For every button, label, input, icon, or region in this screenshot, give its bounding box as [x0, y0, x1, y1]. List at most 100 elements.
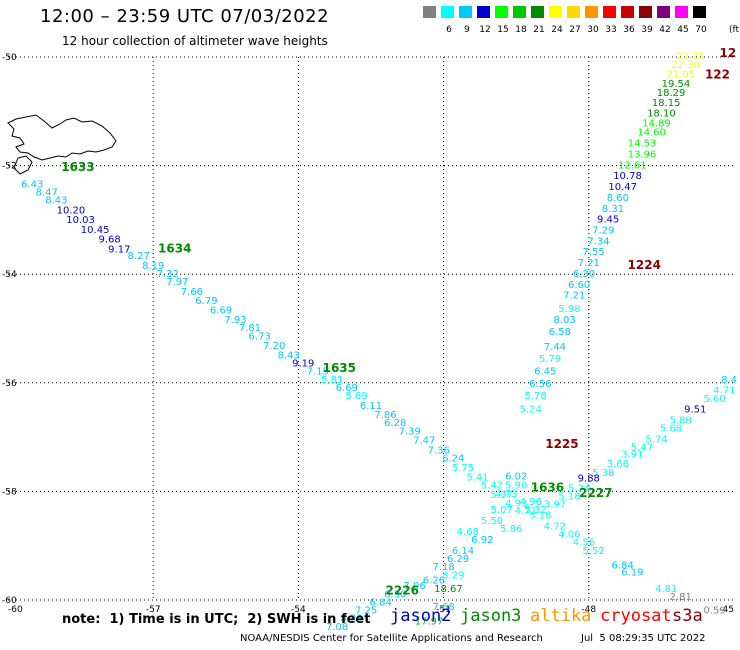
scale-tick-label: 45	[677, 25, 689, 35]
wave-height-label: 7.21	[563, 291, 585, 302]
falkland-islands-coastline	[7, 114, 117, 161]
wave-height-label: 6.29	[447, 554, 469, 565]
page-subtitle: 12 hour collection of altimeter wave hei…	[62, 34, 328, 48]
wave-height-label: 10.03	[66, 215, 95, 226]
pass-time-label: 122	[705, 68, 730, 82]
wave-height-label: 8.19	[142, 261, 164, 272]
wave-height-label: 7.81	[239, 323, 261, 334]
wave-height-label: 6.26	[423, 576, 445, 587]
wave-height-label: 6.30	[573, 269, 595, 280]
falkland-islands-west-coastline	[13, 155, 33, 175]
wave-height-label: 7.86	[374, 410, 396, 421]
wave-height-label: 14.89	[642, 119, 671, 130]
wave-height-label: 7.44	[544, 342, 566, 353]
wave-height-label: 9.45	[597, 215, 619, 226]
wave-height-label: 18.29	[657, 88, 686, 99]
wave-height-label: 9.51	[684, 405, 706, 416]
wave-height-label: 7.21	[578, 258, 600, 269]
wave-height-label: 5.52	[583, 546, 605, 557]
wave-height-label: 7.29	[592, 225, 614, 236]
scale-swatch	[530, 5, 545, 19]
wave-height-label: 4.06	[558, 530, 580, 541]
wave-height-label: 13.96	[628, 149, 657, 160]
wave-height-label: 8.47	[36, 187, 58, 198]
wave-height-label: 14.60	[637, 128, 666, 139]
longitude-label: -60	[8, 605, 23, 615]
wave-height-label: 5.50	[481, 516, 503, 527]
satellite-jason3: jason3	[460, 606, 522, 626]
wave-height-label: 18.15	[652, 98, 681, 109]
wave-height-label: 9.17	[108, 244, 130, 255]
wave-height-label: 6.73	[249, 331, 271, 342]
scale-tick-label: 24	[551, 25, 563, 35]
scale-tick-label: 42	[659, 25, 671, 35]
wave-height-label: 6.92	[471, 535, 493, 546]
wave-height-label: 5.37	[491, 490, 513, 501]
wave-height-label: 18.67	[434, 584, 463, 595]
pass-time-label: 1634	[158, 241, 191, 255]
scale-tick-label: 27	[569, 25, 581, 35]
wave-height-label: 3.66	[607, 459, 629, 470]
wave-height-label: 3.97	[544, 500, 566, 511]
wave-height-label: 6.69	[336, 383, 358, 394]
wave-height-label: 5.98	[558, 304, 580, 315]
wave-height-label: 10.78	[613, 171, 642, 182]
wave-height-label: 22.30	[671, 60, 700, 71]
wave-height-label: 4.93	[505, 499, 527, 510]
scale-tick-label: 6	[446, 25, 452, 35]
wave-height-label: 6.14	[452, 546, 474, 557]
wave-height-label: 5.24	[520, 405, 542, 416]
pass-time-label: 1636	[531, 480, 564, 494]
wave-height-label: 6.11	[360, 401, 382, 412]
pass-time-label: 2227	[579, 486, 612, 500]
wave-height-label: 5.86	[500, 524, 522, 535]
pass-time-label: 1633	[61, 160, 94, 174]
wave-height-label: 5.75	[452, 463, 474, 474]
wave-height-label: 7.47	[413, 436, 435, 447]
wave-height-label: 4.72	[544, 521, 566, 532]
wave-height-label: 5.38	[592, 468, 614, 479]
latitude-label: -50	[2, 53, 17, 63]
footer-credit: NOAA/NESDIS Center for Satellite Applica…	[240, 633, 543, 644]
scale-tick-label: 70	[695, 25, 707, 35]
wave-height-label: 8.23	[341, 614, 363, 625]
scale-swatch	[656, 5, 671, 19]
wave-height-label: 5.90	[505, 481, 527, 492]
pass-time-label: 1224	[628, 258, 661, 272]
pass-time-label: 1225	[545, 437, 578, 451]
wave-height-label: 9.19	[292, 359, 314, 370]
wave-height-label: 4.71	[515, 506, 537, 517]
legend-note: note: 1) Time is in UTC; 2) SWH is in fe…	[62, 612, 371, 627]
wave-height-label: 6.56	[529, 379, 551, 390]
wave-height-label: 5.78	[524, 391, 546, 402]
wave-height-label: 6.60	[568, 280, 590, 291]
wave-height-label: 4.81	[655, 584, 677, 595]
wave-height-label: 7.66	[181, 287, 203, 298]
wave-height-label: 22.75	[676, 52, 705, 63]
wave-height-label: 6.79	[195, 296, 217, 307]
scale-swatch	[602, 5, 617, 19]
wave-height-label: 21.05	[666, 70, 695, 81]
wave-height-label: 10.20	[57, 205, 86, 216]
scale-swatch	[638, 5, 653, 19]
wave-height-label: 6.28	[384, 418, 406, 429]
wave-height-label: 8.43	[45, 196, 67, 207]
scale-swatch	[440, 5, 455, 19]
wave-height-label: 6.24	[442, 454, 464, 465]
wave-height-label: 8.31	[602, 204, 624, 215]
wave-height-label: 7.39	[399, 426, 421, 437]
scale-tick-label: 36	[623, 25, 635, 35]
wave-height-label: 6.84	[612, 561, 634, 572]
wave-height-label: 5.18	[558, 492, 580, 503]
scale-swatch	[422, 5, 437, 19]
satellite-s3a: s3a	[672, 606, 703, 626]
latitude-label: -60	[2, 596, 17, 606]
scale-swatch	[692, 5, 707, 19]
wave-height-label: 5.24	[568, 483, 590, 494]
wave-height-label: 7.32	[157, 269, 179, 280]
wave-height-label: 8.27	[128, 251, 150, 262]
satellite-jason2: jason2	[390, 606, 452, 626]
wave-height-label: 6.58	[549, 327, 571, 338]
wave-height-label: 10.47	[608, 182, 637, 193]
wave-height-label: 5.68	[660, 424, 682, 435]
